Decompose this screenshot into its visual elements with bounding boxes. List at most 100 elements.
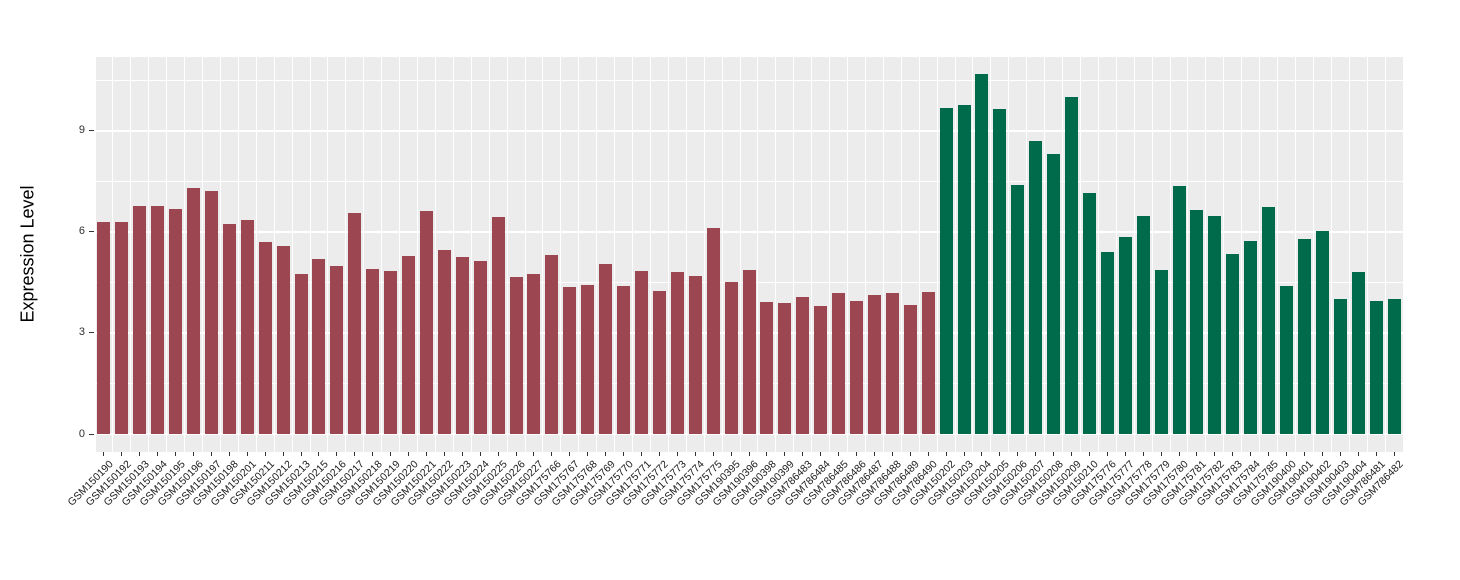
bar [527, 273, 541, 434]
bar [1244, 241, 1258, 434]
gridline-x [452, 57, 454, 452]
x-tick-mark [712, 452, 714, 456]
y-axis-title: Expression Level [17, 185, 38, 323]
x-tick-mark [1035, 452, 1037, 456]
bar [1011, 185, 1025, 434]
gridline-x [255, 57, 257, 452]
gridline-x [148, 57, 150, 452]
bar [384, 271, 398, 434]
x-tick-mark [461, 452, 463, 456]
y-tick-label: 0 [78, 427, 85, 440]
bar [312, 259, 326, 434]
gridline-x [1205, 57, 1207, 452]
gridline-x [721, 57, 723, 452]
gridline-x [775, 57, 777, 452]
x-tick-mark [766, 452, 768, 456]
bar [366, 269, 380, 434]
bar [832, 292, 846, 434]
x-tick-mark [193, 452, 195, 456]
x-tick-mark [1053, 452, 1055, 456]
x-tick-mark [676, 452, 678, 456]
bar [545, 254, 559, 434]
x-tick-mark [175, 452, 177, 456]
gridline-x [829, 57, 831, 452]
gridline-x [1026, 57, 1028, 452]
bar [1029, 141, 1043, 434]
gridline-x [381, 57, 383, 452]
x-tick-mark [282, 452, 284, 456]
x-tick-mark [479, 452, 481, 456]
bar [1118, 237, 1132, 434]
gridline-x [882, 57, 884, 452]
bar [491, 216, 505, 434]
bar [455, 256, 469, 434]
x-tick-mark [1124, 452, 1126, 456]
gridline-x [1008, 57, 1010, 452]
gridline-x [506, 57, 508, 452]
gridline-x [345, 57, 347, 452]
x-tick-mark [103, 452, 105, 456]
x-tick-mark [318, 452, 320, 456]
gridline-x [1348, 57, 1350, 452]
bar [778, 303, 792, 434]
x-tick-mark [605, 452, 607, 456]
gridline-x [703, 57, 705, 452]
x-tick-mark [1286, 452, 1288, 456]
x-tick-mark [820, 452, 822, 456]
gridline-x [1241, 57, 1243, 452]
x-tick-mark [372, 452, 374, 456]
x-tick-mark [694, 452, 696, 456]
x-tick-mark [981, 452, 983, 456]
bar [258, 241, 272, 434]
bar [724, 282, 738, 434]
bar [885, 292, 899, 434]
x-tick-mark [945, 452, 947, 456]
gridline-x [112, 57, 114, 452]
gridline-x [219, 57, 221, 452]
gridline-x [166, 57, 168, 452]
bar [509, 277, 523, 434]
x-tick-mark [515, 452, 517, 456]
gridline-major-y [95, 129, 1403, 132]
x-tick-mark [784, 452, 786, 456]
gridline-major-y [95, 230, 1403, 233]
bar [133, 205, 147, 434]
bar [903, 305, 917, 434]
gridline-x [1115, 57, 1117, 452]
gridline-x [667, 57, 669, 452]
gridline-x [918, 57, 920, 452]
x-tick-mark [1232, 452, 1234, 456]
gridline-x [1133, 57, 1135, 452]
bar [1333, 299, 1347, 434]
bar [1208, 216, 1222, 434]
bar [1369, 300, 1383, 434]
bar [1387, 298, 1401, 434]
x-tick-mark [1106, 452, 1108, 456]
gridline-x [1169, 57, 1171, 452]
bar [814, 306, 828, 434]
x-tick-mark [533, 452, 535, 456]
x-tick-mark [157, 452, 159, 456]
x-tick-mark [354, 452, 356, 456]
x-tick-mark [838, 452, 840, 456]
y-tick-label: 9 [78, 124, 85, 137]
x-tick-mark [1214, 452, 1216, 456]
gridline-x [291, 57, 293, 452]
bar [419, 211, 433, 434]
y-tick-mark [89, 433, 94, 435]
gridline-x [1044, 57, 1046, 452]
bar [1082, 193, 1096, 434]
bar [850, 301, 863, 434]
bar [1190, 210, 1204, 434]
bar [437, 250, 451, 434]
gridline-x [434, 57, 436, 452]
y-tick-mark [89, 231, 94, 233]
x-tick-mark [300, 452, 302, 456]
x-tick-mark [748, 452, 750, 456]
bar [939, 108, 953, 434]
gridline-x [847, 57, 849, 452]
gridline-x [685, 57, 687, 452]
bar [599, 263, 613, 434]
bar [796, 297, 810, 434]
x-tick-mark [963, 452, 965, 456]
